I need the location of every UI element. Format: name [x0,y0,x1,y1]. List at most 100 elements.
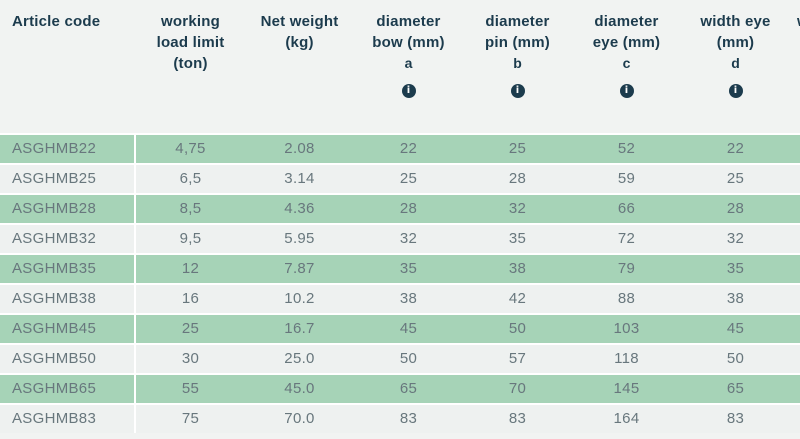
value-cell: 75 [181,410,200,427]
value-cell: 42 [508,290,527,307]
header-cell: Net weight (kg) [245,0,354,133]
value-cell: 22 [399,140,418,157]
table-row: ASGHMB50 30 25.0 50 57 118 50 [0,343,800,373]
value-cell: 4,75 [175,140,206,157]
info-icon[interactable]: i [401,84,416,98]
value-cell: 59 [617,170,636,187]
article-code-cell: ASGHMB50 [0,345,136,373]
value-cell: 32 [399,230,418,247]
value-cell: 145 [613,380,640,397]
article-code-cell: ASGHMB25 [0,165,136,193]
value-cell: 70 [508,380,527,397]
header-label: Net weight (kg) [260,13,339,51]
value-cell: 25 [181,320,200,337]
header-label: diameter bow (mm) [372,13,445,51]
value-cell: 25 [726,170,745,187]
info-icon[interactable]: i [510,84,525,98]
value-cell: 65 [726,380,745,397]
value-cell: 22 [726,140,745,157]
article-code-cell: ASGHMB83 [0,405,136,433]
header-label: diameter eye (mm) [592,13,661,51]
header-cell: diameter bow (mm) a i [354,0,463,133]
table-row: ASGHMB22 4,75 2.08 22 25 52 22 [0,133,800,163]
value-cell: 72 [617,230,636,247]
value-cell: 35 [399,260,418,277]
header-label: working load limit (ton) [156,13,225,72]
value-cell: 12 [181,260,200,277]
value-cell: 83 [508,410,527,427]
table-row: ASGHMB25 6,5 3.14 25 28 59 25 [0,163,800,193]
header-label: w [797,11,800,32]
info-icon[interactable]: i [619,84,634,98]
value-cell: 45 [399,320,418,337]
value-cell: 50 [399,350,418,367]
article-code-cell: ASGHMB38 [0,285,136,313]
value-cell: 28 [508,170,527,187]
info-icon[interactable]: i [728,84,743,98]
article-code-cell: ASGHMB22 [0,135,136,163]
value-cell: 83 [726,410,745,427]
value-cell: 25.0 [284,350,315,367]
value-cell: 164 [613,410,640,427]
value-cell: 8,5 [179,200,202,217]
value-cell: 32 [508,200,527,217]
table-row: ASGHMB28 8,5 4.36 28 32 66 28 [0,193,800,223]
column-letter: a [404,55,413,71]
value-cell: 66 [617,200,636,217]
article-code-cell: ASGHMB28 [0,195,136,223]
value-cell: 32 [726,230,745,247]
value-cell: 38 [508,260,527,277]
column-letter: d [731,55,740,71]
header-cell: working load limit (ton) [136,0,245,133]
value-cell: 38 [399,290,418,307]
value-cell: 10.2 [284,290,315,307]
table-row: ASGHMB32 9,5 5.95 32 35 72 32 [0,223,800,253]
article-code-cell: ASGHMB32 [0,225,136,253]
value-cell: 52 [617,140,636,157]
article-code-cell: ASGHMB65 [0,375,136,403]
table-row: ASGHMB83 75 70.0 83 83 164 83 [0,403,800,433]
article-code-cell: ASGHMB35 [0,255,136,283]
header-cell: diameter pin (mm) b i [463,0,572,133]
value-cell: 9,5 [179,230,202,247]
value-cell: 35 [726,260,745,277]
table-row: ASGHMB35 12 7.87 35 38 79 35 [0,253,800,283]
value-cell: 118 [614,350,639,367]
value-cell: 83 [399,410,418,427]
value-cell: 6,5 [179,170,202,187]
header-label: Article code [12,13,101,30]
value-cell: 88 [617,290,636,307]
table-body: ASGHMB22 4,75 2.08 22 25 52 22 ASGHMB25 6,5 3.14 2… [0,133,800,433]
table-row: ASGHMB45 25 16.7 45 50 103 45 [0,313,800,343]
value-cell: 28 [726,200,745,217]
value-cell: 5.95 [284,230,315,247]
value-cell: 25 [399,170,418,187]
value-cell: 3.14 [284,170,315,187]
value-cell: 16 [181,290,200,307]
value-cell: 45 [726,320,745,337]
column-letter: c [622,55,631,71]
value-cell: 30 [181,350,200,367]
value-cell: 55 [181,380,200,397]
table-row: ASGHMB38 16 10.2 38 42 88 38 [0,283,800,313]
value-cell: 25 [508,140,527,157]
header-cell: width eye (mm) d i [681,0,790,133]
header-cell: diameter eye (mm) c i [572,0,681,133]
value-cell: 50 [508,320,527,337]
value-cell: 2.08 [284,140,315,157]
value-cell: 50 [726,350,745,367]
value-cell: 4.36 [284,200,315,217]
article-code-cell: ASGHMB45 [0,315,136,343]
value-cell: 7.87 [284,260,315,277]
table-row: ASGHMB65 55 45.0 65 70 145 65 [0,373,800,403]
value-cell: 57 [508,350,527,367]
value-cell: 45.0 [284,380,315,397]
value-cell: 38 [726,290,745,307]
value-cell: 28 [399,200,418,217]
header-label: width eye (mm) [700,13,771,51]
value-cell: 70.0 [284,410,315,427]
column-letter: b [513,55,522,71]
header-cell: w [790,0,800,133]
header-label: diameter pin (mm) [485,13,550,51]
